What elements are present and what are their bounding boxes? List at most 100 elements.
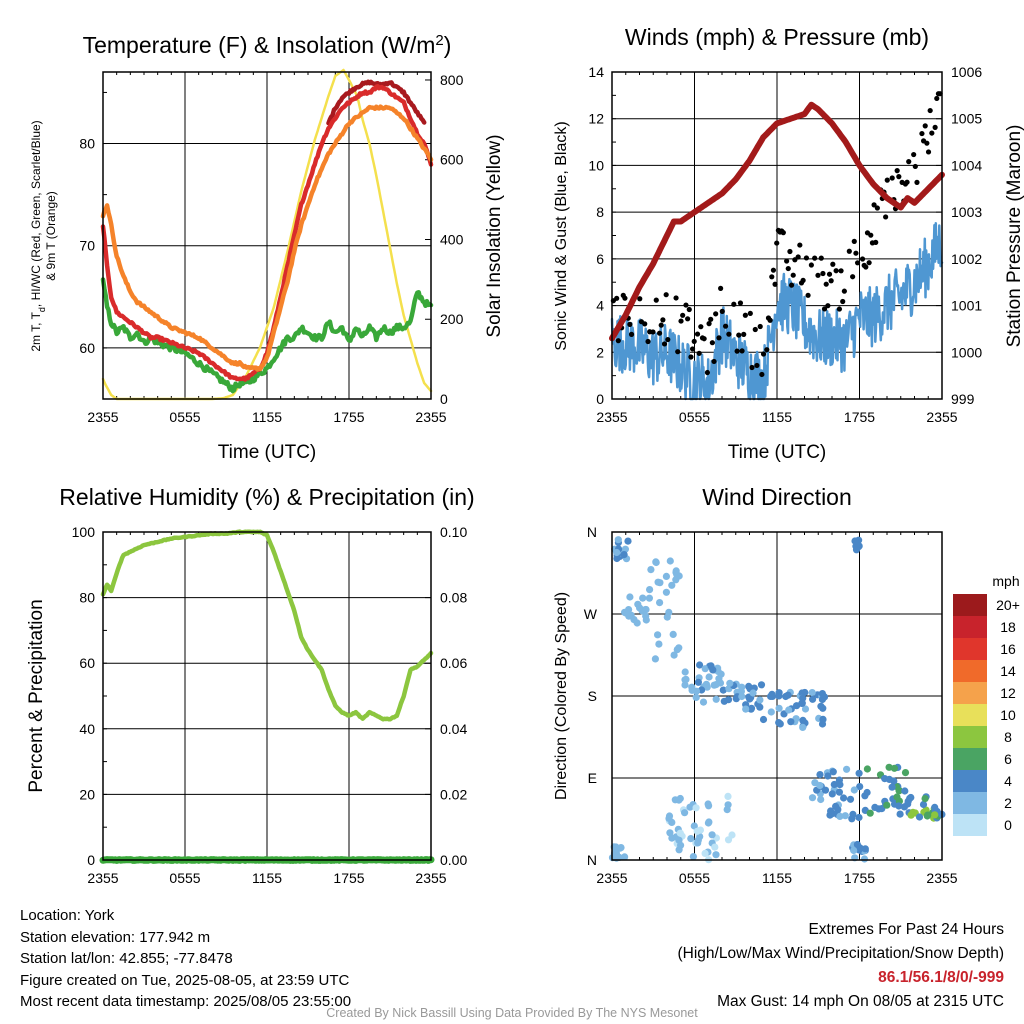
gust-point: [653, 297, 659, 303]
direction-point: [696, 661, 704, 669]
gust-point: [912, 163, 918, 170]
y-tick-label-left: 2: [596, 344, 604, 360]
direction-point: [819, 715, 827, 724]
direction-point: [708, 831, 716, 839]
gust-point: [767, 317, 773, 323]
legend-swatch: [953, 660, 987, 682]
legend-swatch: [953, 726, 987, 748]
gust-point: [696, 350, 702, 356]
legend-swatch: [953, 616, 987, 638]
direction-point: [670, 651, 678, 659]
gust-point: [764, 347, 770, 353]
gust-point: [922, 123, 928, 129]
gust-point: [722, 323, 729, 329]
gust-point: [718, 285, 724, 291]
series-line-1: [610, 221, 944, 401]
direction-point: [687, 835, 695, 843]
extremes-title: Extremes For Past 24 Hours: [808, 921, 1004, 938]
direction-point: [901, 769, 910, 777]
direction-point: [676, 829, 684, 837]
direction-point: [793, 702, 801, 710]
gust-point: [932, 124, 938, 130]
gust-point: [701, 336, 707, 342]
legend-label: 18: [1000, 619, 1016, 635]
direction-point: [681, 668, 689, 676]
direction-point: [820, 693, 829, 701]
y-axis-label-left: 2m T, Td, HI/WC (Red, Green, Scarlet/Blu…: [29, 120, 47, 351]
y-tick-label-right: 1001: [951, 298, 982, 314]
direction-point: [817, 795, 825, 804]
y-axis-label-left: Direction (Colored By Speed): [553, 592, 570, 800]
y-tick-label-left: N: [587, 524, 597, 540]
direction-point: [808, 794, 817, 802]
direction-point: [621, 853, 629, 861]
gust-point: [663, 292, 669, 298]
x-tick-label: 2355: [87, 870, 118, 886]
direction-point: [699, 698, 708, 706]
direction-point: [694, 836, 702, 844]
gust-point: [628, 331, 635, 337]
direction-point: [883, 801, 891, 809]
gust-point: [873, 239, 879, 245]
direction-point: [808, 689, 816, 697]
gust-point: [821, 306, 828, 312]
direction-point: [647, 566, 655, 574]
direction-point: [724, 792, 732, 801]
y-tick-label-right: 0.08: [440, 590, 467, 606]
gust-point: [884, 177, 890, 183]
direction-point: [701, 849, 709, 858]
x-tick-label: 1155: [762, 409, 792, 425]
gust-point: [680, 312, 686, 318]
x-tick-label: 1755: [333, 870, 364, 886]
station-info: Location: York Station elevation: 177.94…: [20, 905, 351, 1013]
direction-point: [707, 662, 715, 670]
direction-point: [662, 572, 671, 581]
gust-point: [713, 311, 719, 317]
gust-point: [658, 322, 664, 328]
direction-point: [662, 588, 671, 596]
x-tick-label: 1155: [252, 409, 282, 425]
direction-point: [624, 537, 632, 545]
gust-point: [731, 301, 737, 307]
y-tick-label-right: 1006: [951, 64, 982, 80]
direction-point: [775, 719, 783, 727]
direction-point: [626, 593, 634, 601]
legend-label: 2: [1004, 795, 1012, 811]
legend-label: 12: [1000, 685, 1016, 701]
direction-point: [620, 551, 628, 559]
direction-point: [712, 681, 720, 689]
direction-point: [681, 681, 689, 689]
direction-point: [809, 695, 817, 703]
gust-point: [911, 151, 917, 158]
y-tick-label-left: 10: [588, 157, 604, 173]
direction-point: [846, 795, 855, 803]
legend-label: 16: [1000, 641, 1016, 657]
gust-point: [689, 346, 696, 352]
direction-point: [888, 783, 896, 791]
series-line-3: [609, 101, 945, 342]
direction-point: [671, 796, 679, 804]
direction-point: [863, 788, 871, 797]
gust-point: [934, 95, 940, 102]
y-tick-label-right: 0.00: [440, 852, 467, 868]
direction-point: [705, 673, 713, 681]
y-tick-label-left: 14: [588, 64, 604, 80]
x-tick-label: 2355: [926, 870, 957, 886]
direction-point: [931, 811, 939, 819]
gust-point: [919, 130, 925, 137]
legend-swatch: [953, 814, 987, 836]
gust-point: [883, 214, 889, 220]
direction-point: [895, 802, 903, 810]
y-tick-label-right: 200: [440, 311, 464, 327]
gust-point: [815, 272, 821, 278]
direction-point: [835, 776, 844, 784]
chart-title: Relative Humidity (%) & Precipitation (i…: [59, 484, 474, 510]
legend-swatch: [953, 682, 987, 704]
direction-point: [616, 844, 624, 852]
gust-point: [757, 323, 763, 330]
direction-point: [663, 613, 671, 621]
plot-frame: [102, 531, 432, 861]
gust-point: [812, 255, 818, 261]
gust-point: [741, 331, 747, 337]
direction-point: [669, 630, 677, 639]
